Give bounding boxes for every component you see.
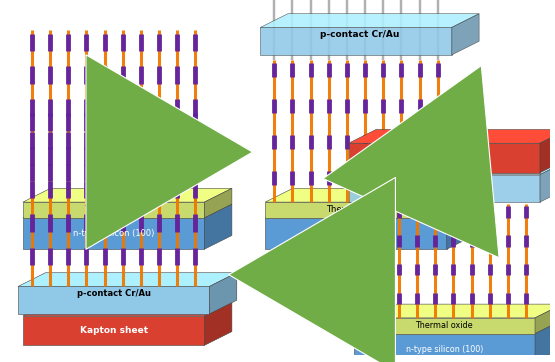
Text: Kapton sheet: Kapton sheet bbox=[79, 326, 148, 335]
Polygon shape bbox=[540, 161, 555, 202]
Text: p-contact Cr/Au: p-contact Cr/Au bbox=[320, 30, 400, 39]
Text: Thermal oxide: Thermal oxide bbox=[84, 206, 144, 214]
Polygon shape bbox=[354, 320, 555, 333]
Polygon shape bbox=[535, 304, 555, 333]
Polygon shape bbox=[349, 161, 555, 174]
Polygon shape bbox=[209, 273, 237, 314]
Polygon shape bbox=[265, 204, 474, 218]
Polygon shape bbox=[354, 318, 535, 333]
Polygon shape bbox=[354, 304, 555, 318]
Polygon shape bbox=[265, 202, 447, 218]
Polygon shape bbox=[18, 273, 237, 286]
Text: Kapton sheet: Kapton sheet bbox=[414, 147, 482, 156]
Polygon shape bbox=[204, 188, 232, 218]
Polygon shape bbox=[447, 204, 474, 249]
Text: n-type silicon (100): n-type silicon (100) bbox=[73, 229, 154, 238]
Text: n-type silicon (100): n-type silicon (100) bbox=[315, 229, 397, 238]
Polygon shape bbox=[447, 188, 474, 218]
Polygon shape bbox=[18, 286, 209, 314]
Polygon shape bbox=[349, 143, 540, 173]
Polygon shape bbox=[260, 14, 479, 28]
Polygon shape bbox=[349, 174, 540, 202]
Polygon shape bbox=[23, 202, 204, 218]
Polygon shape bbox=[23, 188, 232, 202]
Polygon shape bbox=[260, 28, 452, 55]
Polygon shape bbox=[23, 302, 232, 316]
Text: p-contact Cr/Au: p-contact Cr/Au bbox=[77, 289, 150, 298]
Polygon shape bbox=[23, 218, 204, 249]
Polygon shape bbox=[349, 130, 555, 143]
Polygon shape bbox=[23, 316, 204, 345]
Polygon shape bbox=[265, 188, 474, 202]
Polygon shape bbox=[265, 218, 447, 249]
Polygon shape bbox=[535, 320, 555, 362]
Polygon shape bbox=[540, 130, 555, 173]
Text: Thermal oxide: Thermal oxide bbox=[326, 206, 386, 214]
Text: p-contact Cr/Au: p-contact Cr/Au bbox=[413, 177, 483, 186]
Polygon shape bbox=[23, 204, 232, 218]
Polygon shape bbox=[204, 204, 232, 249]
Text: n-type silicon (100): n-type silicon (100) bbox=[406, 345, 483, 354]
Text: Thermal oxide: Thermal oxide bbox=[416, 321, 473, 330]
Polygon shape bbox=[452, 14, 479, 55]
Polygon shape bbox=[204, 302, 232, 345]
Polygon shape bbox=[354, 333, 535, 362]
